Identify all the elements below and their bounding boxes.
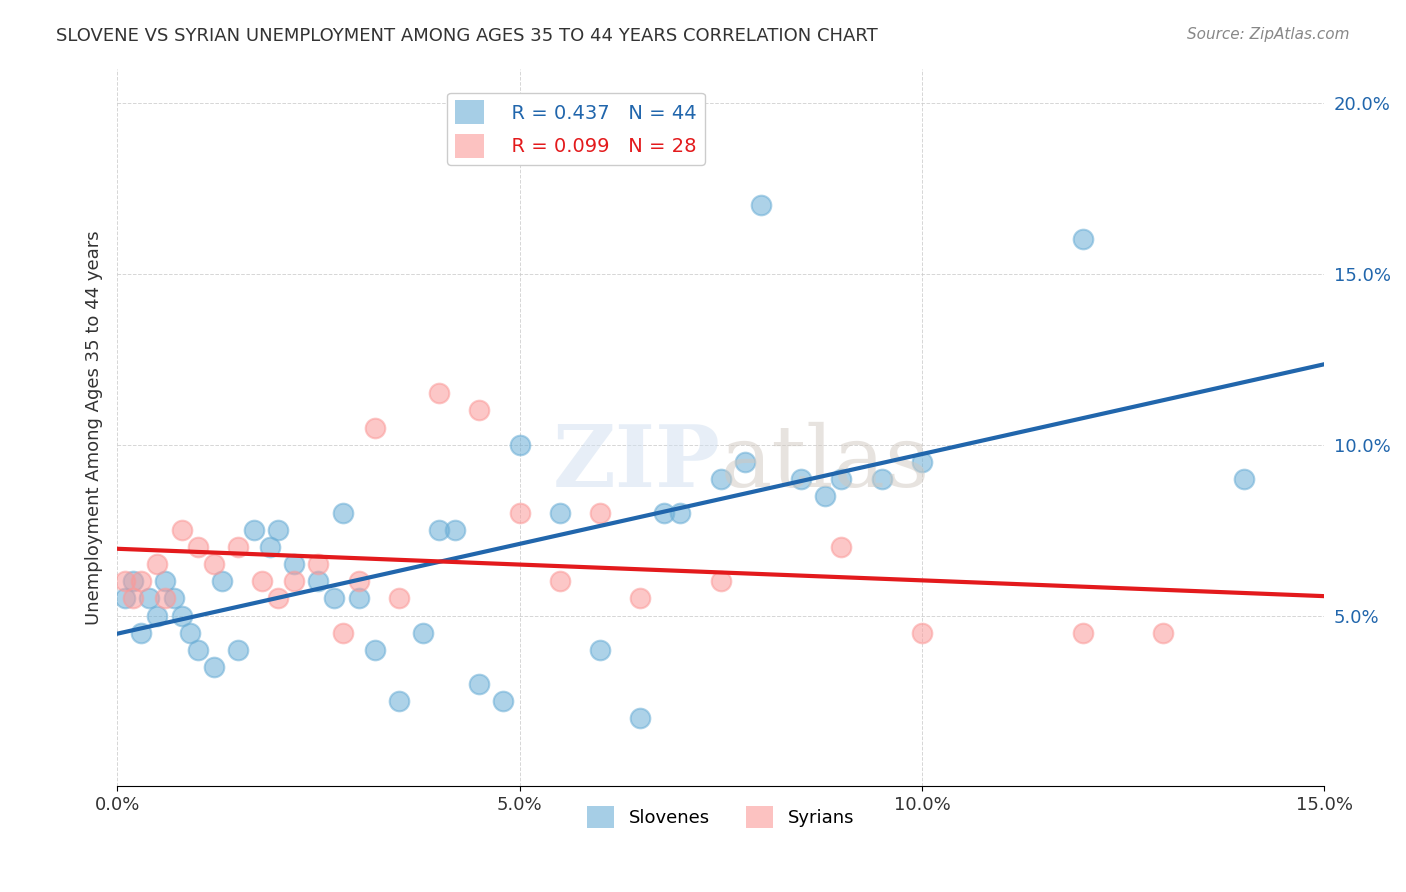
Point [131,574,153,589]
Point [548,574,571,589]
Point [468,403,491,417]
Point [162,591,184,606]
Point [332,625,354,640]
Legend: Slovenes, Syrians: Slovenes, Syrians [581,798,862,835]
Point [179,625,201,640]
Point [155,591,177,606]
Point [307,574,329,589]
Point [492,694,515,708]
Point [911,455,934,469]
Point [114,591,136,606]
Point [347,574,370,589]
Point [388,591,411,606]
Point [347,591,370,606]
Point [187,540,209,554]
Point [283,558,305,572]
Point [790,472,813,486]
Point [332,506,354,520]
Point [267,591,290,606]
Point [122,574,145,589]
Point [283,574,305,589]
Point [749,198,772,212]
Point [509,437,531,451]
Point [170,608,193,623]
Point [1071,625,1094,640]
Point [509,506,531,520]
Point [814,489,837,503]
Point [364,642,387,657]
Point [710,574,733,589]
Point [710,472,733,486]
Point [628,711,651,725]
Point [243,523,266,537]
Point [131,625,153,640]
Point [155,574,177,589]
Point [468,677,491,691]
Point [226,642,249,657]
Point [1152,625,1174,640]
Point [250,574,273,589]
Point [122,591,145,606]
Point [548,506,571,520]
Point [427,523,450,537]
Point [267,523,290,537]
Point [170,523,193,537]
Point [146,558,169,572]
Point [202,660,225,674]
Point [444,523,467,537]
Point [1071,232,1094,246]
Point [589,506,612,520]
Point [202,558,225,572]
Text: SLOVENE VS SYRIAN UNEMPLOYMENT AMONG AGES 35 TO 44 YEARS CORRELATION CHART: SLOVENE VS SYRIAN UNEMPLOYMENT AMONG AGE… [56,27,877,45]
Point [870,472,893,486]
Point [307,558,329,572]
Point [628,591,651,606]
Y-axis label: Unemployment Among Ages 35 to 44 years: Unemployment Among Ages 35 to 44 years [86,230,103,624]
Point [364,420,387,434]
Point [187,642,209,657]
Point [911,625,934,640]
Point [669,506,692,520]
Point [589,642,612,657]
Point [830,540,852,554]
Text: atlas: atlas [721,422,929,505]
Point [388,694,411,708]
Point [412,625,434,640]
Point [323,591,346,606]
Point [226,540,249,554]
Point [146,608,169,623]
Point [138,591,160,606]
Point [1233,472,1256,486]
Point [259,540,281,554]
Point [830,472,852,486]
Point [427,386,450,401]
Text: ZIP: ZIP [553,421,721,506]
Text: Source: ZipAtlas.com: Source: ZipAtlas.com [1187,27,1350,42]
Point [734,455,756,469]
Point [654,506,676,520]
Point [114,574,136,589]
Point [211,574,233,589]
